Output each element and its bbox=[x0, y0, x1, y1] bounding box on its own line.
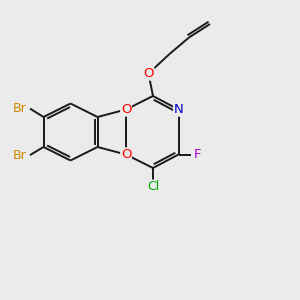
Text: F: F bbox=[194, 148, 201, 161]
Text: Cl: Cl bbox=[147, 180, 159, 193]
Text: O: O bbox=[121, 103, 131, 116]
Text: O: O bbox=[143, 67, 154, 80]
Text: O: O bbox=[121, 148, 131, 161]
Text: Br: Br bbox=[13, 102, 26, 115]
Text: Br: Br bbox=[13, 148, 26, 162]
Text: N: N bbox=[174, 103, 183, 116]
